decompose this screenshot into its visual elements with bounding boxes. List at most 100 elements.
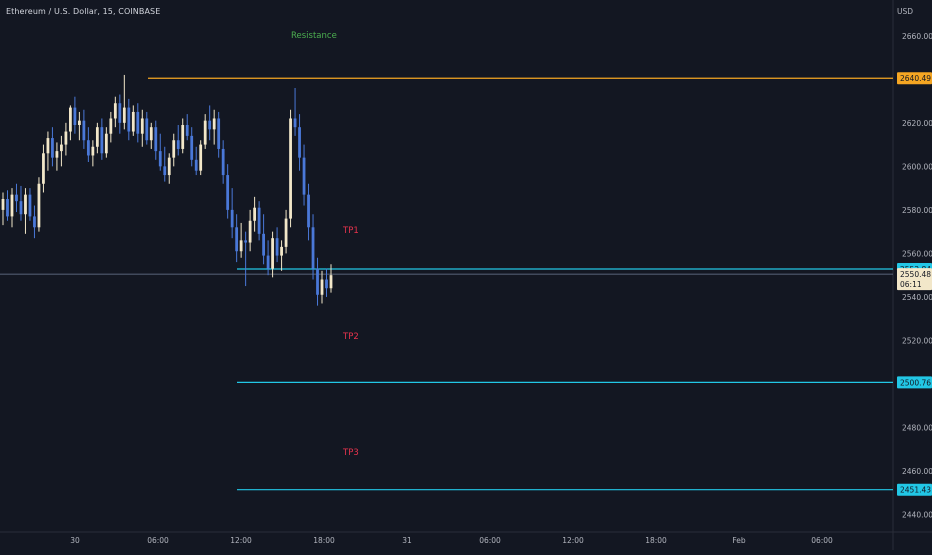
last-price-badge (897, 268, 932, 291)
candle-body (181, 125, 185, 149)
candle-body (1, 199, 5, 210)
candle-body (316, 268, 319, 295)
candle (6, 190, 9, 221)
candle-body (33, 216, 36, 228)
x-tick-label: 18:00 (313, 536, 335, 545)
currency-label: USD (896, 7, 913, 16)
y-tick-label: 2520.00 (902, 336, 932, 345)
y-tick-label: 2660.00 (902, 32, 932, 41)
x-tick-label: 30 (70, 536, 80, 545)
candle (55, 142, 59, 171)
candle (217, 111, 221, 158)
candle-body (190, 135, 194, 160)
y-tick-label: 2580.00 (902, 206, 932, 215)
candle-body (145, 118, 149, 141)
x-tick-label: Feb (732, 536, 746, 545)
y-tick-label: 2540.00 (902, 293, 932, 302)
x-tick-label: 12:00 (562, 536, 584, 545)
candle (230, 188, 234, 239)
candle-body (199, 144, 203, 171)
candle-body (24, 194, 27, 215)
candle (82, 109, 86, 149)
candle (262, 214, 265, 265)
y-tick-label: 2560.00 (902, 249, 932, 258)
candle-body (77, 120, 81, 125)
candle-body (248, 220, 252, 243)
candle (140, 109, 144, 147)
candle (221, 140, 225, 184)
candle (158, 133, 162, 171)
candle-body (266, 255, 270, 269)
candle (316, 257, 319, 306)
price-badge-tp3 (897, 483, 932, 496)
candle-body (37, 183, 41, 228)
candle-body (158, 151, 162, 167)
candle (325, 268, 328, 297)
candle (226, 164, 230, 219)
candle-body (91, 146, 95, 156)
candle (15, 183, 18, 213)
candle-body (302, 157, 306, 195)
candle (122, 74, 126, 130)
y-tick-label: 2460.00 (902, 467, 932, 476)
candle-body (307, 194, 310, 228)
candle-body (140, 118, 144, 134)
candle (136, 103, 140, 143)
candle-body (122, 107, 126, 123)
candle (257, 201, 261, 241)
candle-body (10, 194, 14, 217)
y-tick-label: 2620.00 (902, 119, 932, 128)
candle-body (311, 227, 315, 269)
candle (77, 111, 81, 141)
candle-body (235, 227, 239, 252)
candle (275, 227, 279, 263)
candle-body (293, 118, 297, 128)
candle (60, 135, 63, 167)
symbol-title: Ethereum / U.S. Dollar, 15, COINBASE (6, 7, 161, 16)
candle (185, 114, 189, 141)
candle (190, 127, 194, 167)
candle-body (100, 127, 104, 154)
candle (199, 140, 203, 176)
candle (28, 188, 32, 221)
price-badge-tp2 (897, 376, 932, 389)
candle (46, 131, 50, 171)
y-tick-label: 2480.00 (902, 424, 932, 433)
candle (329, 264, 333, 293)
candle (244, 231, 248, 287)
candle-body (172, 140, 176, 158)
candle-body (127, 107, 131, 132)
y-tick-label: 2440.00 (902, 511, 932, 520)
candle-body (257, 207, 261, 234)
candle-body (212, 118, 216, 130)
candle-body (109, 118, 113, 134)
candle (280, 240, 283, 271)
candle-body (82, 120, 86, 141)
x-tick-label: 06:00 (147, 536, 169, 545)
candle (118, 94, 122, 134)
candle-body (167, 157, 171, 176)
candle-body (226, 175, 230, 210)
last-price-text: 2550.48 (900, 270, 931, 279)
candle (284, 209, 288, 254)
candle (235, 214, 239, 263)
candle-body (176, 140, 180, 149)
candle-body (28, 194, 32, 217)
candle-body (275, 238, 279, 256)
candle (298, 114, 301, 171)
candle (253, 196, 257, 232)
candle-body (298, 127, 301, 158)
candle (154, 120, 158, 160)
candle-body (320, 279, 324, 295)
candle-body (73, 107, 77, 125)
level-label-tp3: TP3 (342, 448, 359, 458)
candle (311, 214, 315, 280)
candle (10, 188, 14, 228)
candle (113, 96, 117, 128)
candle (64, 122, 68, 156)
candle (266, 240, 270, 276)
candle-body (69, 107, 72, 132)
level-label-tp1: TP1 (342, 226, 359, 236)
